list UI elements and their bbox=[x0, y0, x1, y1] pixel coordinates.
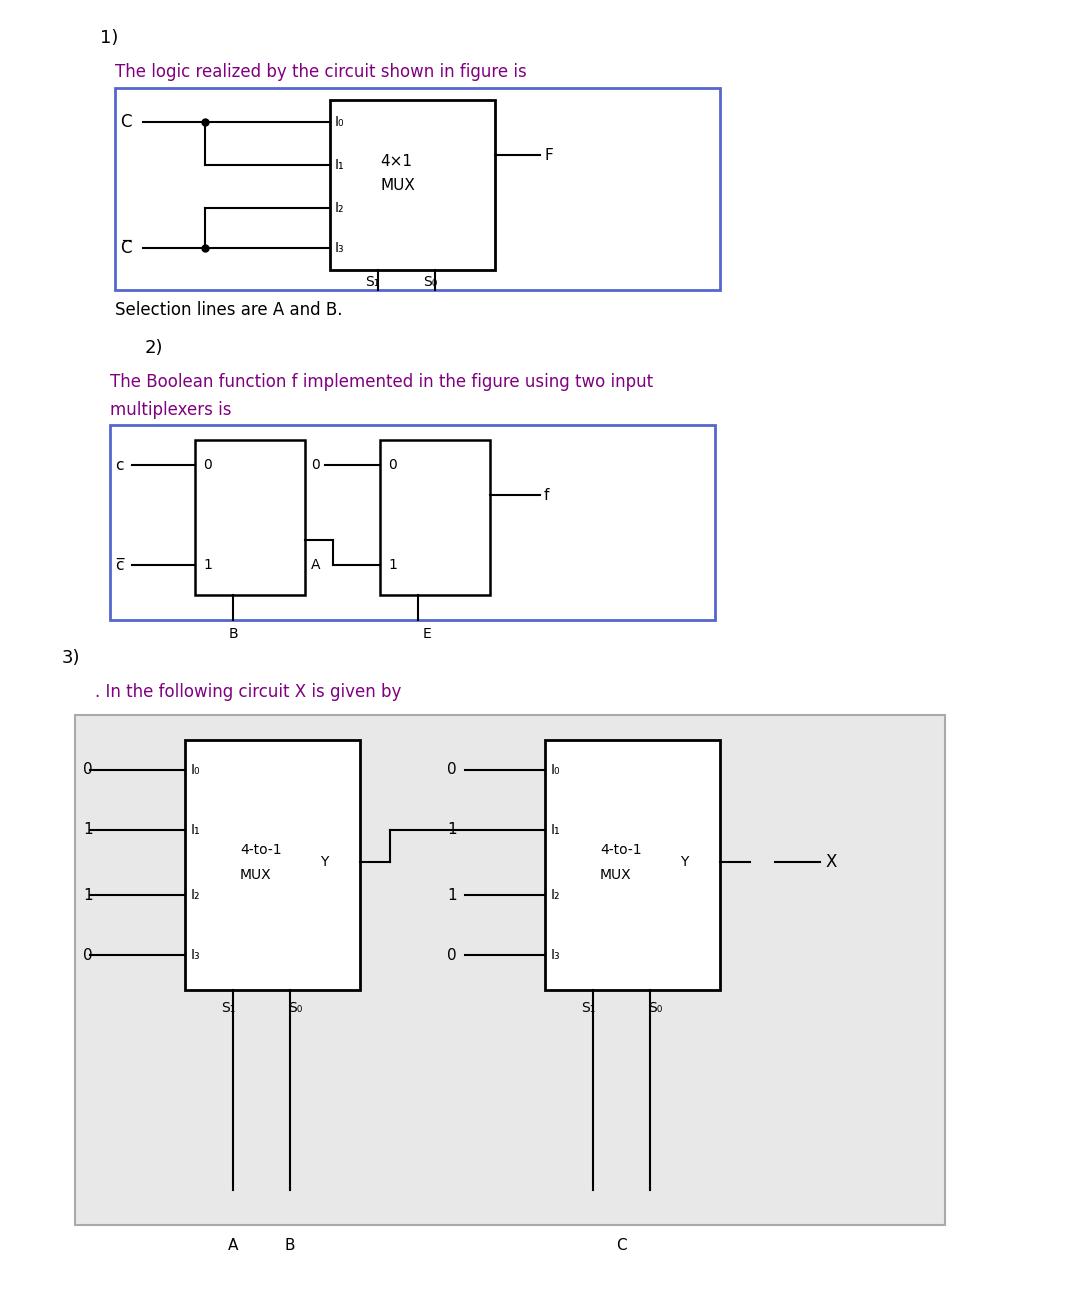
Bar bbox=[110, 425, 715, 620]
Text: The Boolean function f implemented in the figure using two input: The Boolean function f implemented in th… bbox=[110, 373, 653, 391]
Text: 1: 1 bbox=[83, 823, 93, 837]
Text: MUX: MUX bbox=[380, 178, 415, 192]
Text: I₁: I₁ bbox=[191, 823, 201, 837]
Text: X: X bbox=[825, 853, 836, 871]
Text: MUX: MUX bbox=[600, 868, 632, 881]
Text: S₀: S₀ bbox=[423, 276, 437, 289]
Text: c̅: c̅ bbox=[114, 558, 123, 572]
Text: I₁: I₁ bbox=[335, 159, 345, 172]
Text: S₀: S₀ bbox=[648, 1001, 662, 1015]
Bar bbox=[185, 740, 360, 991]
Text: 4-to-1: 4-to-1 bbox=[600, 842, 642, 857]
Text: S₁: S₁ bbox=[365, 276, 379, 289]
Text: 4×1: 4×1 bbox=[380, 155, 411, 169]
Text: 1: 1 bbox=[203, 558, 212, 572]
Text: Y: Y bbox=[680, 855, 688, 868]
Bar bbox=[75, 715, 945, 1225]
Text: 1: 1 bbox=[388, 558, 396, 572]
Bar bbox=[195, 439, 305, 595]
Text: C̅: C̅ bbox=[120, 239, 132, 257]
Text: Selection lines are A and B.: Selection lines are A and B. bbox=[114, 302, 342, 318]
Text: f: f bbox=[544, 488, 550, 503]
Text: Y: Y bbox=[320, 855, 328, 868]
Text: C: C bbox=[120, 113, 132, 131]
Text: 0: 0 bbox=[447, 948, 457, 962]
Text: B: B bbox=[285, 1238, 295, 1252]
Text: 1: 1 bbox=[447, 823, 457, 837]
Text: 0: 0 bbox=[388, 458, 396, 472]
Bar bbox=[330, 100, 495, 270]
Text: E: E bbox=[423, 627, 432, 641]
Text: 2): 2) bbox=[145, 339, 163, 358]
Text: I₃: I₃ bbox=[191, 948, 201, 962]
Text: 1: 1 bbox=[83, 888, 93, 902]
Text: A: A bbox=[228, 1238, 239, 1252]
Text: I₃: I₃ bbox=[335, 240, 345, 255]
Text: I₀: I₀ bbox=[551, 763, 561, 777]
Text: multiplexers is: multiplexers is bbox=[110, 400, 231, 419]
Text: 1: 1 bbox=[447, 888, 457, 902]
Text: 4-to-1: 4-to-1 bbox=[240, 842, 282, 857]
Text: S₁: S₁ bbox=[581, 1001, 595, 1015]
Text: I₀: I₀ bbox=[335, 114, 345, 129]
Text: 0: 0 bbox=[311, 458, 320, 472]
Text: I₂: I₂ bbox=[335, 202, 345, 214]
Text: I₂: I₂ bbox=[191, 888, 201, 902]
Text: F: F bbox=[545, 147, 554, 162]
Text: MUX: MUX bbox=[240, 868, 272, 881]
Text: I₀: I₀ bbox=[191, 763, 201, 777]
Text: 0: 0 bbox=[83, 763, 93, 777]
Text: S₁: S₁ bbox=[220, 1001, 235, 1015]
Text: . In the following circuit X is given by: . In the following circuit X is given by bbox=[95, 682, 402, 701]
Text: 3): 3) bbox=[62, 649, 81, 667]
Text: I₂: I₂ bbox=[551, 888, 561, 902]
Text: I₁: I₁ bbox=[551, 823, 561, 837]
Text: A: A bbox=[311, 558, 320, 572]
Text: c: c bbox=[114, 458, 123, 472]
Text: I₃: I₃ bbox=[551, 948, 561, 962]
Text: 0: 0 bbox=[447, 763, 457, 777]
Text: S₀: S₀ bbox=[288, 1001, 302, 1015]
Text: 1): 1) bbox=[100, 29, 119, 47]
Text: The logic realized by the circuit shown in figure is: The logic realized by the circuit shown … bbox=[114, 62, 527, 81]
Bar bbox=[380, 439, 490, 595]
Text: B: B bbox=[228, 627, 238, 641]
Text: 0: 0 bbox=[83, 948, 93, 962]
Text: C: C bbox=[616, 1238, 626, 1252]
Bar bbox=[114, 88, 720, 290]
Bar bbox=[545, 740, 720, 991]
Text: 0: 0 bbox=[203, 458, 212, 472]
